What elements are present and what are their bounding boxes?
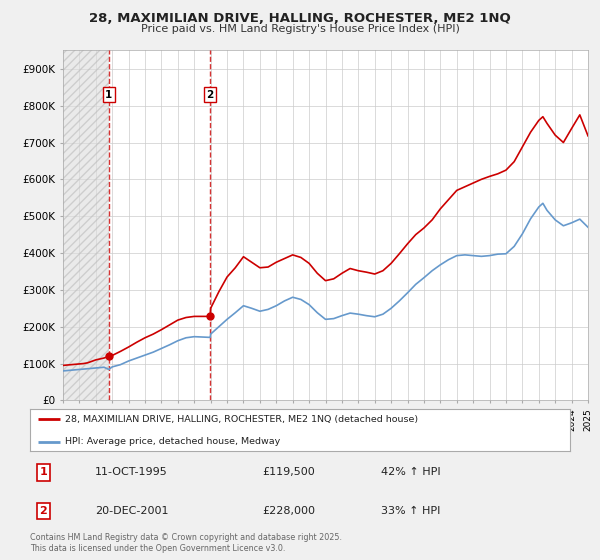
Text: 11-OCT-1995: 11-OCT-1995 xyxy=(95,468,167,478)
Text: £119,500: £119,500 xyxy=(262,468,315,478)
Text: 20-DEC-2001: 20-DEC-2001 xyxy=(95,506,168,516)
Text: 42% ↑ HPI: 42% ↑ HPI xyxy=(381,468,440,478)
Text: HPI: Average price, detached house, Medway: HPI: Average price, detached house, Medw… xyxy=(65,437,280,446)
Text: 28, MAXIMILIAN DRIVE, HALLING, ROCHESTER, ME2 1NQ: 28, MAXIMILIAN DRIVE, HALLING, ROCHESTER… xyxy=(89,12,511,25)
Text: £228,000: £228,000 xyxy=(262,506,315,516)
Text: 2: 2 xyxy=(40,506,47,516)
Text: 1: 1 xyxy=(105,90,112,100)
Text: 1: 1 xyxy=(40,468,47,478)
Text: 28, MAXIMILIAN DRIVE, HALLING, ROCHESTER, ME2 1NQ (detached house): 28, MAXIMILIAN DRIVE, HALLING, ROCHESTER… xyxy=(65,415,418,424)
Text: 33% ↑ HPI: 33% ↑ HPI xyxy=(381,506,440,516)
Text: 2: 2 xyxy=(206,90,214,100)
Text: Contains HM Land Registry data © Crown copyright and database right 2025.
This d: Contains HM Land Registry data © Crown c… xyxy=(30,533,342,553)
Text: Price paid vs. HM Land Registry's House Price Index (HPI): Price paid vs. HM Land Registry's House … xyxy=(140,24,460,34)
Bar xyxy=(63,50,109,400)
